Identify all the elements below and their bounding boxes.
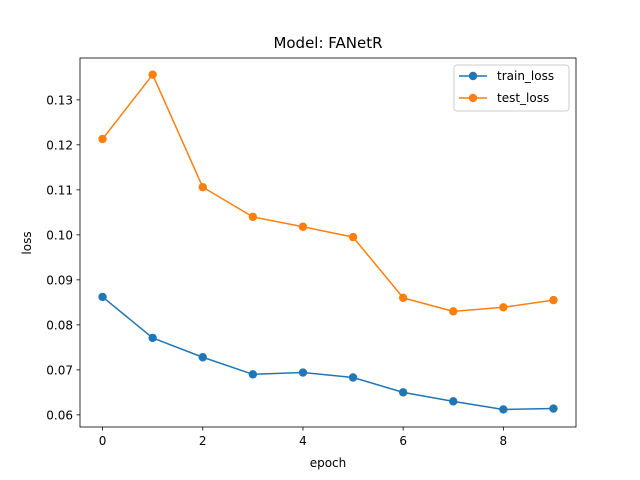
y-tick-label: 0.11 [46, 183, 73, 197]
chart-title: Model: FANetR [273, 34, 382, 52]
data-point-train-loss [98, 292, 107, 302]
data-point-train-loss [398, 388, 408, 397]
y-tick-label: 0.09 [46, 273, 73, 287]
x-tick-label: 2 [199, 434, 207, 448]
y-tick-label: 0.12 [46, 138, 73, 152]
legend-marker-train-loss [468, 71, 478, 81]
y-tick-label: 0.10 [46, 228, 73, 242]
data-point-train-loss [449, 397, 458, 406]
series-layer [98, 70, 558, 414]
x-tick-label: 6 [399, 434, 407, 448]
y-tick-label: 0.06 [46, 408, 73, 422]
data-point-train-loss [248, 370, 258, 379]
x-axis-label: epoch [310, 456, 347, 470]
y-tick-label: 0.08 [46, 318, 73, 332]
data-point-test-loss [398, 293, 408, 303]
data-point-test-loss [449, 307, 458, 316]
data-point-train-loss [549, 404, 558, 413]
data-point-train-loss [348, 373, 358, 382]
data-point-train-loss [499, 405, 508, 414]
legend-marker-test-loss [468, 93, 478, 103]
y-tick-label: 0.13 [46, 93, 73, 107]
legend-label-test-loss: test_loss [497, 91, 549, 105]
data-point-test-loss [148, 70, 157, 79]
x-axis-ticks: 0 2 4 6 8 [99, 427, 507, 448]
legend-label-train-loss: train_loss [497, 69, 554, 83]
y-tick-label: 0.07 [46, 363, 73, 377]
plot-frame [79, 57, 577, 428]
data-point-test-loss [348, 232, 358, 242]
data-point-train-loss [148, 333, 157, 343]
data-point-test-loss [499, 303, 508, 312]
series-line-test-loss [101, 73, 554, 313]
data-point-test-loss [248, 212, 258, 222]
x-tick-label: 8 [500, 434, 508, 448]
legend: train_loss test_loss [453, 64, 570, 112]
data-point-train-loss [298, 368, 308, 377]
y-axis-ticks: 0.06 0.07 0.08 0.09 0.10 0.11 0.12 0.13 [46, 93, 80, 422]
data-point-train-loss [198, 353, 207, 362]
x-tick-label: 0 [99, 434, 107, 448]
data-point-test-loss [98, 134, 107, 144]
data-point-test-loss [298, 222, 308, 231]
data-point-test-loss [198, 182, 207, 192]
series-line-train-loss [102, 296, 554, 411]
y-axis-label: loss [20, 231, 34, 254]
data-point-test-loss [549, 295, 558, 305]
x-tick-label: 4 [299, 434, 307, 448]
